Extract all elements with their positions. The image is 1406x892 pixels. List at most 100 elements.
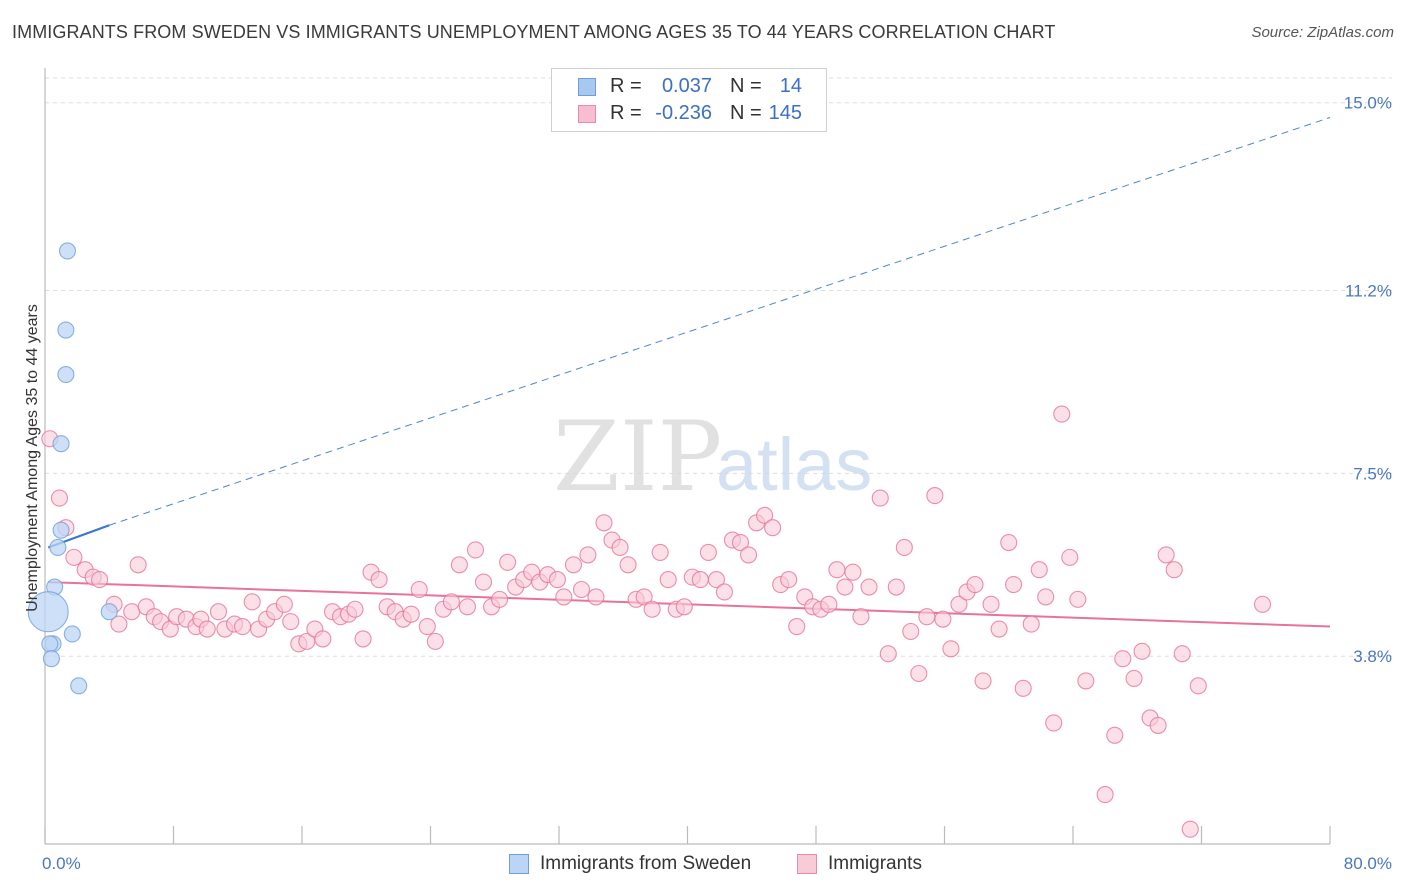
watermark-atlas: atlas xyxy=(716,423,872,506)
point-immigrants xyxy=(1014,679,1032,697)
point-sweden xyxy=(58,242,77,260)
point-immigrants xyxy=(764,519,782,537)
point-immigrants xyxy=(659,571,677,589)
point-immigrants xyxy=(887,578,905,596)
point-immigrants xyxy=(1173,645,1191,663)
point-immigrants xyxy=(1165,561,1183,579)
legend-label-immigrants: Immigrants xyxy=(828,853,922,874)
point-immigrants xyxy=(1114,650,1132,668)
point-sweden xyxy=(49,538,67,557)
y-axis-label: Unemployment Among Ages 35 to 44 years xyxy=(24,304,41,612)
point-immigrants xyxy=(852,608,870,626)
trend-line-sweden-projection xyxy=(109,117,1331,526)
point-immigrants xyxy=(902,622,920,641)
x-tick-label: 80.0% xyxy=(1344,854,1392,873)
point-immigrants xyxy=(499,553,517,571)
point-immigrants xyxy=(1045,714,1063,732)
point-immigrants xyxy=(820,595,838,613)
y-tick-label: 15.0% xyxy=(1344,94,1392,113)
point-immigrants xyxy=(756,506,774,524)
legend-r-value: -0.236 xyxy=(655,102,712,124)
legend-swatch-sweden xyxy=(578,78,596,96)
point-immigrants xyxy=(788,618,806,636)
point-immigrants xyxy=(926,487,944,505)
point-immigrants xyxy=(1253,595,1272,613)
legend-swatch-immigrants xyxy=(578,105,596,123)
legend-n-label: N = xyxy=(730,75,762,97)
point-immigrants xyxy=(934,610,952,628)
point-immigrants xyxy=(198,620,216,638)
point-immigrants xyxy=(895,538,913,557)
point-immigrants xyxy=(950,595,968,613)
point-immigrants xyxy=(836,578,854,596)
point-immigrants xyxy=(918,608,936,626)
point-immigrants xyxy=(282,613,300,631)
tick-labels: 3.8% 7.5% 11.2% 15.0% 0.0% 80.0% xyxy=(42,94,1392,873)
point-immigrants xyxy=(442,593,460,611)
point-immigrants xyxy=(129,556,147,574)
point-immigrants xyxy=(50,489,69,507)
point-immigrants xyxy=(1005,575,1023,594)
point-immigrants xyxy=(780,571,798,589)
point-immigrants xyxy=(974,672,992,690)
legend-label-sweden: Immigrants from Sweden xyxy=(540,853,752,874)
series-legend: Immigrants from Sweden Immigrants xyxy=(0,852,1406,878)
point-immigrants xyxy=(675,598,693,616)
point-immigrants xyxy=(491,590,509,608)
chart-title: IMMIGRANTS FROM SWEDEN VS IMMIGRANTS UNE… xyxy=(12,22,1056,42)
source-label: Source: ZipAtlas.com xyxy=(1251,24,1394,41)
point-immigrants xyxy=(243,593,261,611)
point-sweden xyxy=(63,625,81,643)
x-tick-label: 0.0% xyxy=(42,854,81,873)
point-immigrants xyxy=(707,571,725,589)
point-immigrants xyxy=(548,571,566,589)
legend-r-label: R = xyxy=(610,102,642,124)
point-immigrants xyxy=(91,571,109,589)
legend-r-value: 0.037 xyxy=(661,75,712,97)
point-immigrants xyxy=(643,600,661,618)
point-immigrants xyxy=(474,573,493,591)
point-immigrants xyxy=(587,588,605,606)
point-immigrants xyxy=(982,595,1000,613)
gridlines xyxy=(45,77,1392,657)
point-immigrants xyxy=(1053,405,1071,423)
point-immigrants xyxy=(699,543,717,561)
point-immigrants xyxy=(123,603,141,621)
point-immigrants xyxy=(209,603,228,621)
point-immigrants xyxy=(410,580,428,599)
point-sweden xyxy=(42,650,60,668)
point-immigrants xyxy=(1096,786,1114,804)
correlation-legend: R = 0.037 N = 14 R = -0.236 N = 145 xyxy=(551,68,827,132)
point-sweden xyxy=(57,321,75,339)
watermark-zip: ZIP xyxy=(553,401,722,513)
y-tick-label: 11.2% xyxy=(1345,282,1392,301)
point-immigrants xyxy=(458,598,476,616)
legend-swatch-immigrants xyxy=(797,854,817,874)
point-immigrants xyxy=(1000,533,1018,552)
legend-swatch-sweden xyxy=(509,854,529,874)
point-immigrants xyxy=(942,640,960,658)
point-immigrants xyxy=(572,580,591,599)
point-sweden xyxy=(27,591,69,633)
legend-row-sweden: R = 0.037 N = 14 xyxy=(552,73,826,101)
point-immigrants xyxy=(910,664,928,683)
point-immigrants xyxy=(555,588,573,606)
point-immigrants xyxy=(346,600,364,618)
point-immigrants xyxy=(691,571,709,589)
point-immigrants xyxy=(1077,672,1095,690)
point-immigrants xyxy=(1149,716,1167,734)
point-immigrants xyxy=(234,618,252,636)
point-immigrants xyxy=(1061,548,1079,566)
legend-n-label: N = xyxy=(730,102,762,124)
point-immigrants xyxy=(426,632,444,650)
point-immigrants xyxy=(595,514,613,532)
point-immigrants xyxy=(611,538,629,557)
point-immigrants xyxy=(879,645,897,663)
point-immigrants xyxy=(1106,726,1124,744)
point-immigrants xyxy=(1030,561,1048,579)
point-immigrants xyxy=(739,546,758,564)
point-sweden xyxy=(100,603,118,621)
point-immigrants xyxy=(1069,590,1087,608)
point-immigrants xyxy=(1037,588,1055,606)
axes xyxy=(44,68,1331,845)
